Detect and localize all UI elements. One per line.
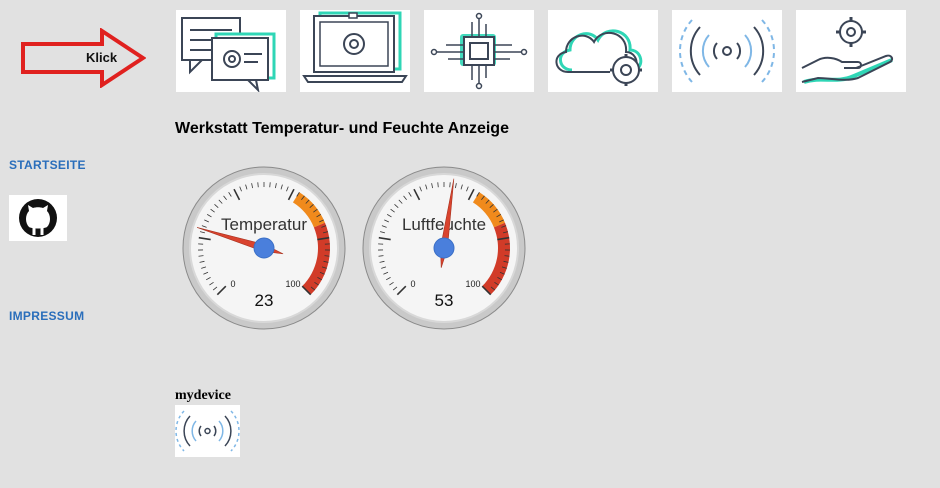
gauge-temperature: Temperatur 0 100 23 xyxy=(182,166,346,330)
tile-cloud-settings[interactable] xyxy=(548,10,658,92)
gauge-value: 23 xyxy=(255,291,274,310)
nav-link-impressum[interactable]: IMPRESSUM xyxy=(9,309,85,323)
tile-chip[interactable] xyxy=(424,10,534,92)
gauge-max: 100 xyxy=(465,279,480,289)
gauge-value: 53 xyxy=(435,291,454,310)
wireless-signal-icon xyxy=(679,19,775,83)
gauge-hub xyxy=(253,237,275,259)
github-icon xyxy=(19,199,57,237)
gauge-label: Luftfeuchte xyxy=(402,215,486,234)
red-arrow-icon xyxy=(21,28,146,88)
tile-chat-settings[interactable] xyxy=(176,10,286,94)
device-link[interactable] xyxy=(175,405,240,457)
gauge-humidity: Luftfeuchte 0 100 53 xyxy=(362,166,526,330)
laptop-gear-icon xyxy=(302,11,408,83)
gauge-label: Temperatur xyxy=(221,215,307,234)
gauge-max: 100 xyxy=(285,279,300,289)
cloud-gear-icon xyxy=(555,29,643,86)
chat-gear-icon xyxy=(181,17,276,94)
github-link[interactable] xyxy=(9,195,67,241)
arrow-label: Klick xyxy=(86,50,118,65)
gauge-hub xyxy=(433,237,455,259)
nav-link-startseite[interactable]: STARTSEITE xyxy=(9,158,86,172)
hand-gear-icon xyxy=(801,17,894,84)
tile-hand-settings[interactable] xyxy=(796,10,906,92)
gauge-min: 0 xyxy=(230,279,235,289)
tile-laptop-settings[interactable] xyxy=(300,10,410,92)
device-label: mydevice xyxy=(175,388,231,403)
page-title: Werkstatt Temperatur- und Feuchte Anzeig… xyxy=(175,120,509,137)
chip-icon xyxy=(430,12,528,90)
tile-wireless[interactable] xyxy=(672,10,782,92)
gauge-min: 0 xyxy=(410,279,415,289)
wireless-signal-icon xyxy=(175,410,240,452)
